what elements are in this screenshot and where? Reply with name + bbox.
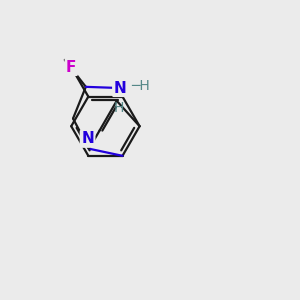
- Text: F: F: [66, 59, 76, 74]
- Text: ─H: ─H: [131, 79, 150, 93]
- Text: H: H: [113, 100, 124, 115]
- Text: N: N: [114, 80, 126, 95]
- Text: N: N: [81, 131, 94, 146]
